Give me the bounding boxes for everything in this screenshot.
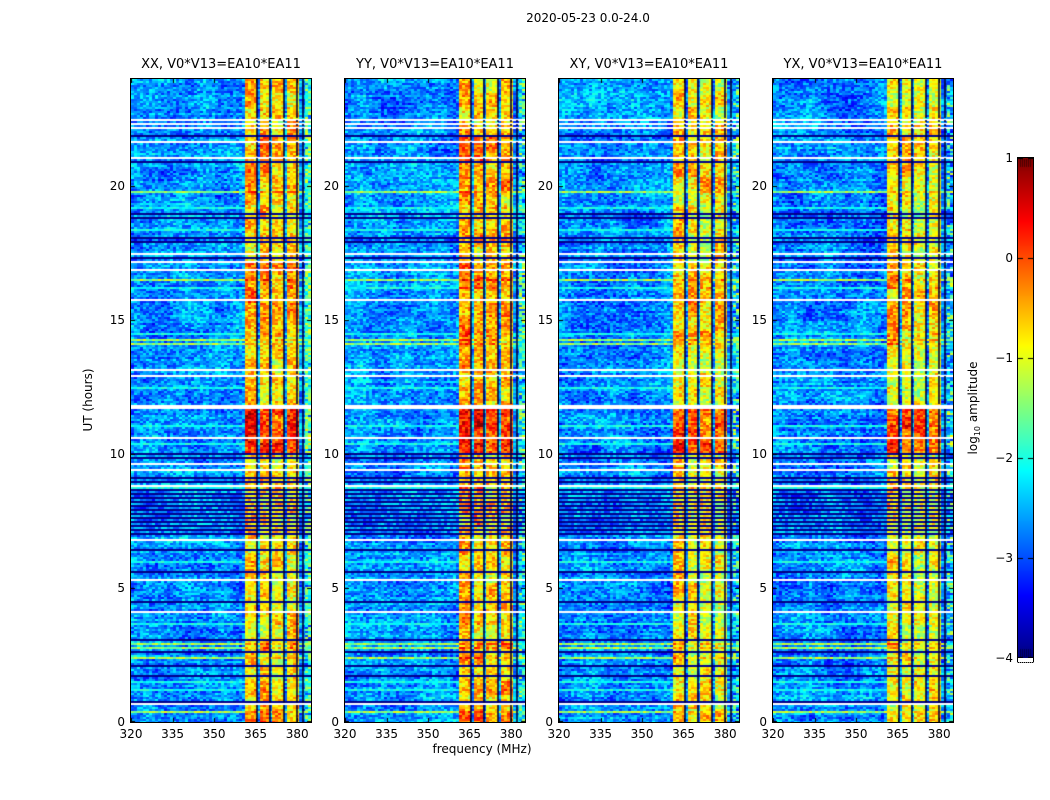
xtick-label: 320 — [119, 727, 143, 741]
xtick-label: 380 — [713, 727, 737, 741]
xtick-label: 365 — [672, 727, 696, 741]
spectrogram-canvas-0 — [131, 79, 311, 722]
colorbar-label-suffix: amplitude — [965, 361, 980, 426]
xtick-label: 335 — [375, 727, 398, 741]
colorbar-label: log10 amplitude — [966, 362, 982, 455]
ytick-label: 5 — [759, 581, 767, 596]
xtick-label: 335 — [161, 727, 184, 741]
figure-title: 2020-05-23 0.0-24.0 — [526, 11, 650, 25]
ytick-label: 15 — [751, 313, 767, 328]
panel-frame-1 — [344, 78, 526, 723]
xtick-label: 365 — [886, 727, 910, 741]
colorbar-gradient — [1018, 158, 1033, 658]
ytick-label: 20 — [751, 179, 767, 194]
colorbar-tick-label: 1 — [1005, 151, 1013, 165]
colorbar-tick-label: −3 — [995, 551, 1013, 565]
xtick-label: 320 — [761, 727, 785, 741]
panel-frame-0 — [130, 78, 312, 723]
ytick-label: 5 — [545, 581, 553, 596]
colorbar-label-prefix: log — [965, 436, 980, 455]
xtick-label: 350 — [844, 727, 868, 741]
xtick-label: 335 — [589, 727, 612, 741]
ytick-label: 5 — [331, 581, 339, 596]
xtick-label: 320 — [333, 727, 357, 741]
spectrogram-canvas-2 — [559, 79, 739, 722]
ytick-label: 20 — [537, 179, 553, 194]
ytick-label: 0 — [117, 715, 125, 729]
spectrogram-canvas-1 — [345, 79, 525, 722]
ytick-label: 0 — [331, 715, 339, 729]
colorbar-label-sub: 10 — [973, 425, 983, 437]
xtick-label: 380 — [927, 727, 951, 741]
panel-title-1: YY, V0*V13=EA10*EA11 — [356, 57, 514, 72]
y-axis-label: UT (hours) — [81, 368, 95, 432]
ytick-label: 5 — [117, 581, 125, 596]
ytick-label: 20 — [109, 179, 125, 194]
colorbar — [1017, 157, 1034, 663]
panel-frame-2 — [558, 78, 740, 723]
panel-title-2: XY, V0*V13=EA10*EA11 — [569, 57, 729, 72]
colorbar-tick-label: −1 — [995, 351, 1013, 365]
xtick-label: 365 — [244, 727, 268, 741]
xtick-label: 350 — [416, 727, 440, 741]
ytick-label: 0 — [759, 715, 767, 729]
ytick-label: 15 — [537, 313, 553, 328]
ytick-label: 15 — [109, 313, 125, 328]
xtick-label: 380 — [285, 727, 309, 741]
panel-title-0: XX, V0*V13=EA10*EA11 — [141, 57, 301, 72]
xtick-label: 350 — [202, 727, 226, 741]
panel-title-3: YX, V0*V13=EA10*EA11 — [783, 57, 943, 72]
xtick-label: 350 — [630, 727, 654, 741]
xtick-label: 335 — [803, 727, 826, 741]
xtick-label: 380 — [499, 727, 523, 741]
ytick-label: 10 — [537, 447, 553, 462]
ytick-label: 0 — [545, 715, 553, 729]
colorbar-tick-label: −4 — [995, 651, 1013, 665]
xtick-label: 365 — [458, 727, 482, 741]
panel-frame-3 — [772, 78, 954, 723]
ytick-label: 10 — [323, 447, 339, 462]
colorbar-tick-label: 0 — [1005, 251, 1013, 265]
ytick-label: 10 — [751, 447, 767, 462]
x-axis-label: frequency (MHz) — [432, 742, 532, 756]
colorbar-underline — [1017, 662, 1034, 663]
ytick-label: 15 — [323, 313, 339, 328]
ytick-label: 20 — [323, 179, 339, 194]
xtick-label: 320 — [547, 727, 571, 741]
colorbar-tick-label: −2 — [995, 451, 1013, 465]
ytick-label: 10 — [109, 447, 125, 462]
spectrogram-canvas-3 — [773, 79, 953, 722]
